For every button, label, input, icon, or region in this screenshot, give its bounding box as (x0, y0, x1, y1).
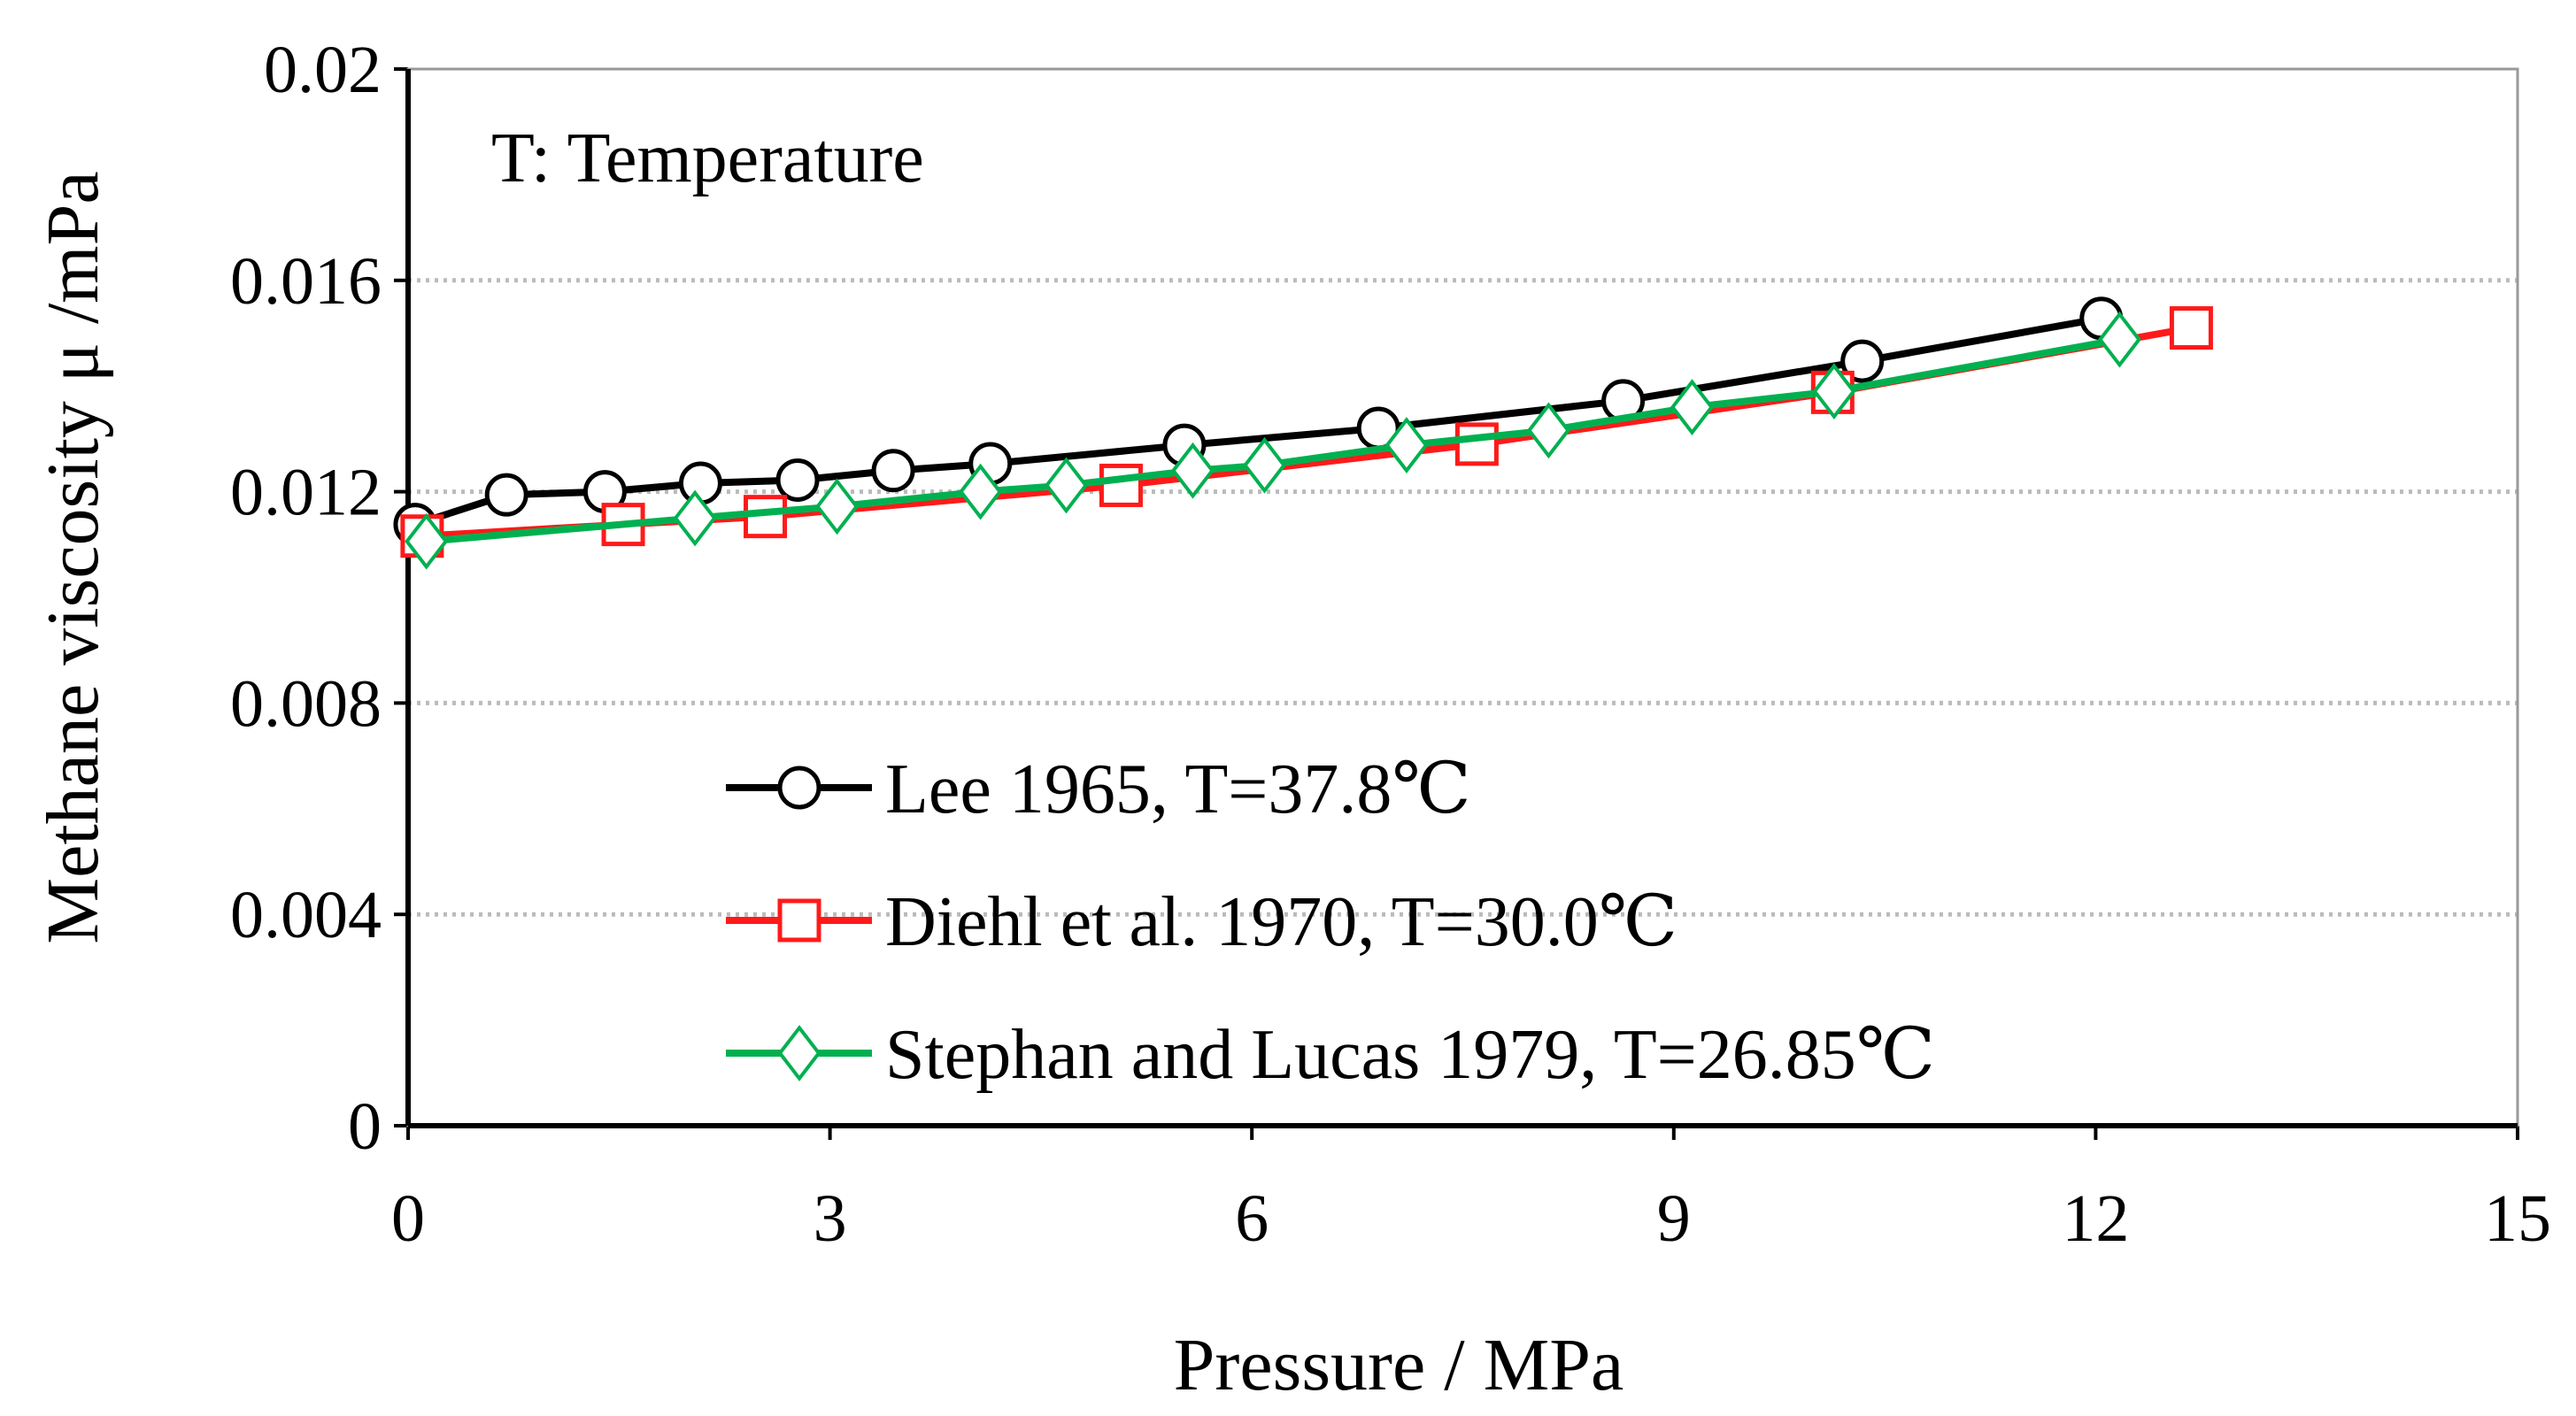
x-tick-label: 6 (1235, 1181, 1269, 1256)
data-point (1044, 457, 1089, 514)
axes (394, 67, 2519, 1140)
data-point (1099, 463, 1143, 507)
series-diamond (405, 311, 2141, 570)
legend-label: Lee 1965, T=37.8℃ (885, 750, 1471, 828)
data-point (1526, 402, 1570, 459)
legend-marker-square (777, 898, 821, 943)
data-point (1242, 436, 1287, 494)
legend-marker-diamond (777, 1025, 821, 1081)
data-point (1812, 363, 1856, 420)
data-point (815, 478, 860, 535)
plot-border (406, 67, 2519, 1127)
tick-labels: 0 0.004 0.008 0.012 0.016 0.02 0 3 6 9 12 15 (230, 33, 2551, 1256)
y-tick-label: 0.016 (230, 244, 382, 319)
data-point (2169, 306, 2213, 350)
y-tick-label: 0 (348, 1089, 382, 1164)
x-tick-label: 3 (814, 1181, 847, 1256)
legend-item: Lee 1965, T=37.8℃ (726, 750, 1471, 828)
data-point (871, 449, 915, 493)
gridlines (408, 278, 2518, 917)
data-point (2097, 311, 2141, 368)
x-tick-label: 15 (2484, 1181, 2551, 1256)
series-circle (393, 296, 2124, 547)
series-group (393, 296, 2213, 570)
data-point (673, 489, 717, 547)
data-point (1670, 379, 1714, 435)
data-point (678, 461, 722, 505)
data-point (405, 512, 449, 570)
x-tick-label: 12 (2062, 1181, 2129, 1256)
data-point (1384, 417, 1429, 473)
legend-label: Diehl et al. 1970, T=30.0℃ (885, 883, 1677, 961)
legend-item: Diehl et al. 1970, T=30.0℃ (726, 883, 1677, 961)
legend-marker-circle (777, 766, 821, 810)
y-tick-label: 0.004 (230, 878, 382, 952)
y-tick-label: 0.012 (230, 456, 382, 530)
data-point (1454, 422, 1499, 466)
data-point (1170, 442, 1215, 499)
legend: Lee 1965, T=37.8℃ Diehl et al. 1970, T=30… (726, 750, 1935, 1094)
data-point (484, 473, 528, 517)
annotation: T: Temperature (491, 119, 924, 197)
data-point (775, 458, 820, 502)
x-tick-label: 0 (391, 1181, 425, 1256)
x-tick-label: 9 (1657, 1181, 1691, 1256)
series-line (426, 335, 2121, 545)
y-tick-label: 0.02 (264, 33, 382, 107)
x-axis-label: Pressure / MPa (1174, 1324, 1624, 1406)
legend-label: Stephan and Lucas 1979, T=26.85℃ (885, 1016, 1935, 1094)
y-tick-label: 0.008 (230, 666, 382, 741)
y-axis-label: Methane viscosity μ /mPa (32, 171, 114, 943)
legend-item: Stephan and Lucas 1979, T=26.85℃ (726, 1016, 1935, 1094)
data-point (959, 463, 1003, 520)
